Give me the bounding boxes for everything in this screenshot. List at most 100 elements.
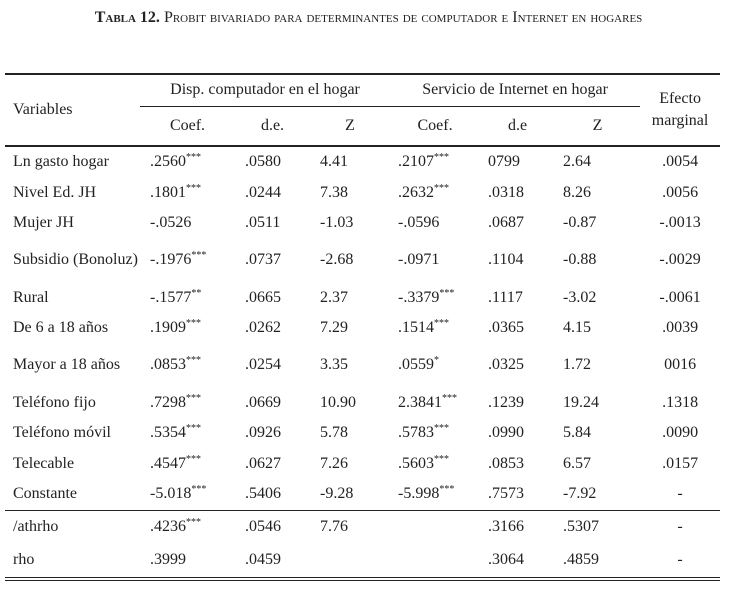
significance: ** [191,287,202,299]
significance: *** [434,152,450,163]
value-cell: 5.78 [320,424,348,441]
value-cell: 1.72 [563,356,592,373]
value-cell: .0157 [662,454,699,472]
value-cell: .3064 [480,543,556,581]
value-cell: 2.64 [563,153,592,170]
value-cell: -.0971 [398,251,440,268]
coefficient: -.1976 [150,251,192,268]
value-cell: .4236*** [140,509,235,543]
significance: *** [186,182,201,194]
group-header: Disp. computador en el hogar [140,73,391,107]
value-cell: .0627 [245,454,281,472]
value-cell: .1318 [662,393,699,411]
coefficient: .1801 [150,183,186,201]
subheader: Coef. [390,106,481,147]
subheader: Z [310,106,391,147]
significance: *** [186,355,201,366]
variable-cell: Teléfono móvil [13,424,111,441]
value-cell: .1909*** [140,313,235,343]
table-body: Variables Disp. computador en el hogar S… [5,73,721,581]
group-header: Servicio de Internet en hogar [390,73,641,107]
results-table: Variables Disp. computador en el hogar S… [5,73,721,581]
table-row: De 6 a 18 años .1909*** .0262 7.29.1514***.… [5,313,720,343]
value-cell: -.0526 [150,214,192,231]
table-row: Ln gasto hogar .2560*** .0580 4.41.2107*** 0… [5,146,720,177]
significance: *** [186,453,201,465]
value-cell: 7.38 [320,183,348,201]
coefficient: .0853 [150,356,186,373]
table-row: Mujer JH -.0526 .0511 -1.03 -.0596 .0687 -0.87… [5,208,720,238]
coefficient: .2632 [398,183,435,201]
variable-cell: Constante [13,485,77,503]
value-cell: 10.90 [320,393,356,411]
coefficient: -5.018 [150,485,192,503]
variable-cell: Nivel Ed. JH [13,183,97,201]
value-cell: .0926 [245,424,281,441]
variable-cell: Rural [13,288,49,306]
value-cell: 0799 [488,153,521,170]
value-cell: - [677,485,683,503]
value-cell: .0254 [245,356,281,373]
significance: *** [186,392,201,404]
table-row: Teléfono móvil .5354*** .0926 5.78.5783***.… [5,418,720,448]
value-cell: .2107*** [390,146,480,177]
value-cell: -.0061 [659,288,701,306]
value-cell: .5307 [555,509,641,543]
value-cell: -5.018*** [140,479,235,510]
value-cell: 7.76 [310,509,391,543]
table-row: Rural -.1577** .0665 2.37 -.3379*** .1117 -3.0… [5,282,720,313]
value-cell: 8.26 [563,183,592,201]
value-cell: .0853 [488,454,525,472]
coefficient: .2560 [150,153,186,170]
significance: *** [186,516,201,528]
subheader: Z [555,106,641,147]
value-cell [390,543,481,581]
significance: *** [434,318,450,329]
variable-cell: Mayor a 18 años [13,356,121,373]
coefficient: .2107 [398,153,435,170]
significance: *** [186,318,201,329]
value-cell: .0687 [488,214,525,231]
significance: *** [186,152,201,163]
value-cell: 7.29 [320,319,348,336]
value-cell: -9.28 [320,485,354,503]
value-cell: -0.88 [563,251,597,268]
coefficient: .5354 [150,424,186,441]
value-cell: .0039 [662,319,699,336]
coefficient: .4547 [150,454,186,472]
significance: *** [439,484,455,496]
value-cell: 2.3841*** [390,387,480,418]
variable-cell: /athrho [5,509,140,543]
value-cell: .0665 [245,288,281,306]
value-cell: 2.37 [320,288,348,306]
value-cell: .0459 [235,543,310,581]
value-cell: .0244 [245,183,281,201]
value-cell: .1801*** [140,177,235,208]
coefficient: 2.3841 [398,393,443,411]
significance: *** [186,423,201,434]
value-cell: .0365 [488,319,525,336]
value-cell: .0262 [245,319,281,336]
value-cell: .5354*** [140,418,235,448]
value-cell: .0737 [245,251,281,268]
coefficient: .0559 [398,356,435,373]
value-cell: .7573 [488,485,525,503]
value-cell [310,543,391,581]
value-cell: 7.26 [320,454,348,472]
value-cell: -.1577** [140,282,235,313]
value-cell: -.3379*** [390,282,480,313]
value-cell: .0669 [245,393,281,411]
value-cell: 4.15 [563,319,592,336]
value-cell: 3.35 [320,356,348,373]
value-cell: -2.68 [320,251,354,268]
value-cell: .0325 [488,356,525,373]
table-row: Subsidio (Bonoluz) -.1976*** .0737 -2.68 -.0… [5,238,720,282]
significance: *** [434,182,450,194]
value-cell: .5406 [245,485,281,503]
value-cell: - [640,543,721,581]
value-cell: .1239 [488,393,525,411]
value-cell: .0853*** [140,343,235,387]
value-cell: -.0029 [659,251,701,268]
significance: *** [442,392,458,404]
value-cell: .0580 [245,153,281,170]
